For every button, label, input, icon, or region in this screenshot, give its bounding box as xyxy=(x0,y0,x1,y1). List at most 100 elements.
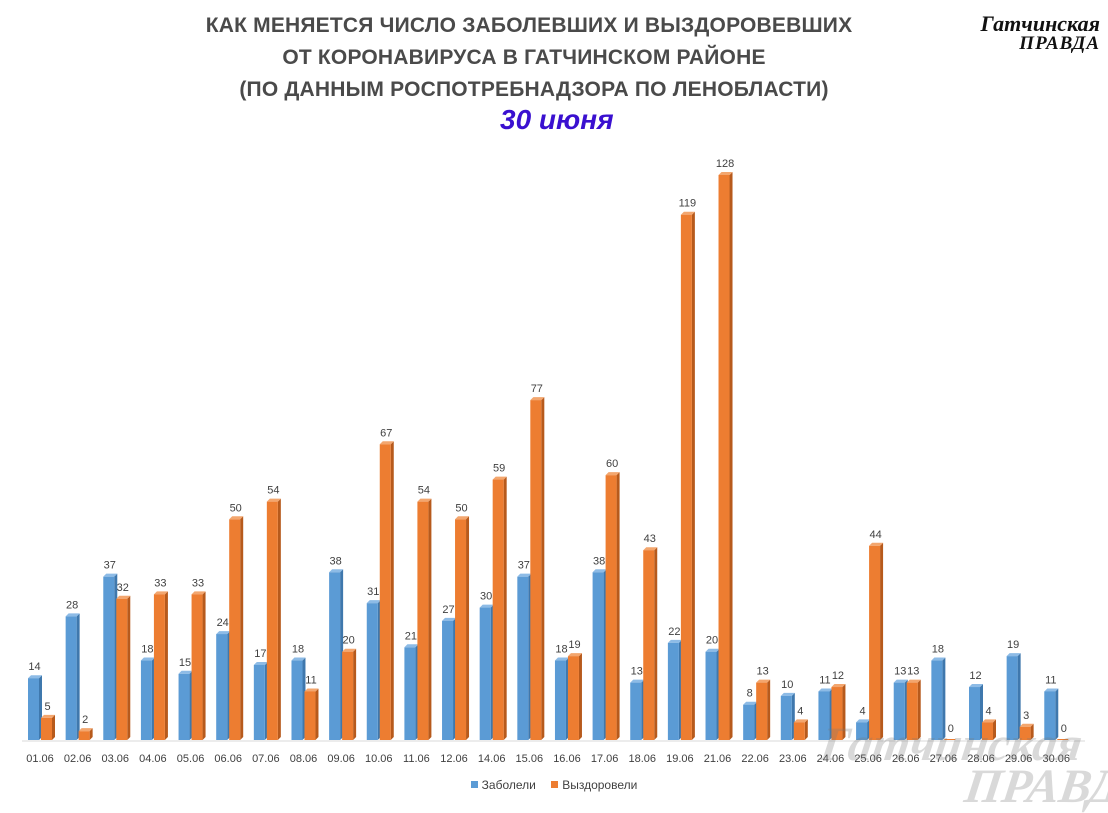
data-label: 119 xyxy=(679,198,697,210)
data-label: 30 xyxy=(480,591,492,603)
bar-top xyxy=(517,573,532,577)
bar-sick-30.06 xyxy=(1044,688,1059,740)
data-label: 13 xyxy=(907,666,919,678)
bar-top xyxy=(455,516,470,520)
data-label: 32 xyxy=(117,582,129,594)
bar-top xyxy=(253,661,268,665)
bar-top xyxy=(718,172,733,175)
data-label: 4 xyxy=(797,705,803,717)
bar-top xyxy=(705,648,720,652)
bar-front xyxy=(530,400,542,740)
bar-front xyxy=(442,620,454,740)
logo-line-2: ПРАВДА xyxy=(1019,33,1100,54)
bar-side xyxy=(1030,723,1034,740)
bar-front xyxy=(492,479,504,740)
x-tick-label: 02.06 xyxy=(64,753,92,765)
bar-top xyxy=(1044,688,1059,692)
data-label: 27 xyxy=(442,604,454,616)
data-label: 12 xyxy=(832,670,844,682)
bar-front xyxy=(517,576,529,740)
data-label: 50 xyxy=(455,502,467,514)
bar-side xyxy=(240,516,244,740)
bar-front xyxy=(743,704,755,740)
data-label: 13 xyxy=(757,666,769,678)
bar-top xyxy=(266,498,281,502)
bar-recovered-12.06 xyxy=(455,516,470,740)
bar-top xyxy=(404,644,419,648)
bar-sick-22.06 xyxy=(743,701,758,740)
data-label: 2 xyxy=(82,714,88,726)
bar-top xyxy=(28,675,42,679)
bar-sick-17.06 xyxy=(592,569,607,740)
bar-top xyxy=(931,657,946,661)
bar-recovered-25.06 xyxy=(869,542,884,740)
bar-recovered-22.06 xyxy=(756,679,771,740)
x-tick-label: 05.06 xyxy=(177,753,205,765)
bar-front xyxy=(291,660,303,740)
bar-top xyxy=(304,688,319,692)
data-label: 54 xyxy=(267,485,279,497)
bar-front xyxy=(178,673,190,740)
bar-front xyxy=(831,687,843,740)
bar-front xyxy=(103,576,115,740)
bar-front xyxy=(78,731,90,740)
x-tick-label: 09.06 xyxy=(327,753,355,765)
data-label: 4 xyxy=(860,705,866,717)
bar-top xyxy=(969,684,983,688)
bar-top xyxy=(1006,653,1021,657)
data-label: 77 xyxy=(531,383,543,395)
data-label: 43 xyxy=(644,533,656,545)
x-tick-label: 27.06 xyxy=(930,753,958,765)
data-label: 20 xyxy=(706,635,718,647)
legend-label-recovered: Выздоровели xyxy=(562,778,638,792)
data-label: 11 xyxy=(305,674,316,686)
bar-sick-03.06 xyxy=(103,573,118,740)
bar-side xyxy=(917,679,921,740)
bar-recovered-21.06 xyxy=(718,172,733,740)
bar-sick-04.06 xyxy=(140,657,155,740)
bar-side xyxy=(880,542,884,740)
bar-recovered-30.06 xyxy=(1057,739,1069,740)
bar-sick-10.06 xyxy=(366,600,381,740)
bar-front xyxy=(329,572,341,740)
bar-front xyxy=(140,660,152,740)
data-label: 13 xyxy=(894,666,906,678)
bar-top xyxy=(680,211,695,215)
bar-recovered-15.06 xyxy=(530,397,545,740)
bar-front xyxy=(680,214,692,740)
bar-top xyxy=(667,639,682,643)
bar-recovered-19.06 xyxy=(680,211,695,740)
data-label: 18 xyxy=(555,644,567,656)
data-label: 128 xyxy=(716,158,734,170)
bar-front xyxy=(667,642,679,740)
bar-recovered-04.06 xyxy=(153,591,168,740)
data-label: 22 xyxy=(668,626,680,638)
bar-front xyxy=(944,739,956,740)
x-tick-label: 22.06 xyxy=(741,753,769,765)
bar-front xyxy=(931,660,943,740)
bar-side xyxy=(315,688,319,740)
x-tick-label: 28.06 xyxy=(967,753,995,765)
x-tick-label: 21.06 xyxy=(704,753,732,765)
bar-top xyxy=(982,719,996,723)
bar-top xyxy=(893,679,908,683)
bar-front xyxy=(229,519,241,740)
bar-top xyxy=(554,657,569,661)
bar-front xyxy=(982,722,993,740)
bar-top xyxy=(191,591,206,595)
bar-top xyxy=(592,569,607,573)
bar-top xyxy=(291,657,306,661)
bar-top xyxy=(103,573,118,577)
watermark: Гатчинская ПРАВДА xyxy=(812,718,1108,813)
bar-front xyxy=(455,519,467,740)
bar-top xyxy=(869,542,884,546)
bar-front xyxy=(630,682,642,740)
legend-item-recovered: Выздоровели xyxy=(551,778,637,792)
bar-top xyxy=(567,653,582,657)
bar-sick-29.06 xyxy=(1006,653,1021,740)
legend-item-sick: Заболели xyxy=(470,778,536,792)
data-label: 10 xyxy=(781,679,793,691)
bar-front xyxy=(65,616,77,740)
bar-top xyxy=(530,397,545,401)
